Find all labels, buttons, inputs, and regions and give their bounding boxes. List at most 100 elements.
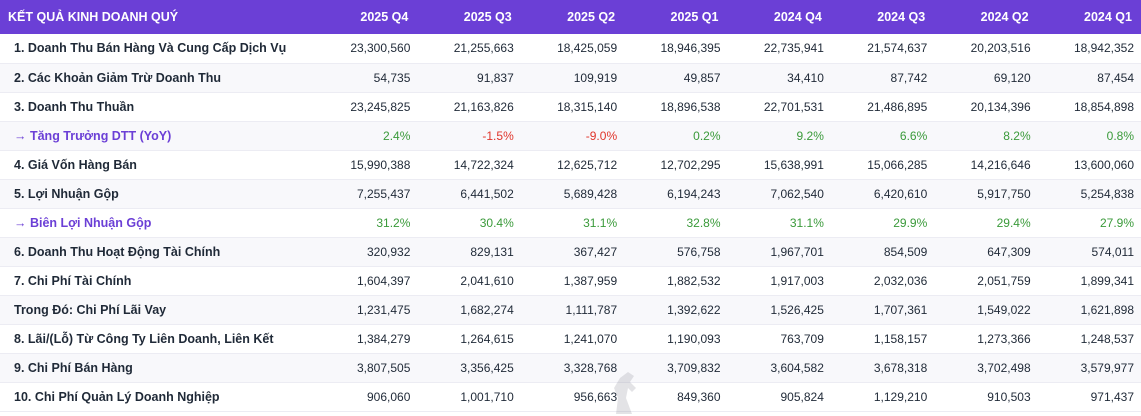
value-cell: 18,854,898 — [1073, 99, 1134, 114]
period-header[interactable]: 2025 Q2 — [567, 10, 616, 24]
value-cell: 1,190,093 — [667, 331, 721, 346]
value-cell: 14,722,324 — [453, 157, 514, 172]
value-cell: 1,111,787 — [565, 302, 618, 317]
value-cell: 320,932 — [366, 244, 411, 259]
value-cell: 18,946,395 — [660, 41, 721, 56]
table-row[interactable]: 1. Doanh Thu Bán Hàng Và Cung Cấp Dịch V… — [0, 34, 1141, 63]
value-cell: 849,360 — [677, 389, 721, 404]
value-cell: 23,300,560 — [350, 41, 411, 56]
value-cell: 1,241,070 — [563, 331, 618, 346]
value-cell: 6,194,243 — [667, 186, 721, 201]
value-cell: 22,735,941 — [763, 41, 824, 56]
horse-logo-icon — [614, 372, 636, 414]
value-cell: 15,066,285 — [867, 157, 928, 172]
period-header[interactable]: 2025 Q1 — [670, 10, 719, 24]
value-cell: 1,387,959 — [563, 273, 618, 288]
value-cell: 2,032,036 — [873, 273, 928, 288]
row-label: Trong Đó: Chi Phí Lãi Vay — [14, 302, 167, 317]
value-cell: 5,254,838 — [1080, 186, 1134, 201]
ratio-row[interactable]: → Biên Lợi Nhuận Gộp 31.2% 30.4% 31.1% 32.8%… — [0, 208, 1141, 237]
value-cell: 2,051,759 — [977, 273, 1031, 288]
value-cell: 906,060 — [366, 389, 411, 404]
ratio-row[interactable]: → Tăng Trưởng DTT (YoY) 2.4% -1.5% -9.0% 0.2… — [0, 121, 1141, 150]
header-row: KẾT QUẢ KINH DOANH QUÝ 2025 Q4 2025 Q3 2… — [0, 0, 1141, 34]
period-header[interactable]: 2024 Q3 — [877, 10, 926, 24]
value-cell: 7,062,540 — [770, 186, 824, 201]
table-row[interactable]: 8. Lãi/(Lỗ) Từ Công Ty Liên Doanh, Liên … — [0, 324, 1141, 353]
value-cell: 54,735 — [373, 70, 411, 85]
value-cell: 13,600,060 — [1073, 157, 1134, 172]
table-row[interactable]: 5. Lợi Nhuận Gộp 7,255,437 6,441,502 5,689,… — [0, 179, 1141, 208]
value-cell: 18,425,059 — [557, 41, 618, 56]
value-cell: 20,203,516 — [970, 41, 1031, 56]
value-cell: 1,621,898 — [1080, 302, 1134, 317]
value-cell: 21,574,637 — [867, 41, 928, 56]
value-cell: 91,837 — [477, 70, 514, 85]
row-label: 9. Chi Phí Bán Hàng — [14, 360, 133, 375]
ratio-cell: 31.2% — [376, 215, 411, 230]
value-cell: 15,638,991 — [763, 157, 824, 172]
value-cell: 1,549,022 — [977, 302, 1031, 317]
value-cell: 1,899,341 — [1080, 273, 1134, 288]
value-cell: 12,625,712 — [557, 157, 618, 172]
value-cell: 15,990,388 — [350, 157, 411, 172]
row-label: → Biên Lợi Nhuận Gộp — [14, 215, 152, 230]
value-cell: 3,807,505 — [356, 360, 411, 375]
value-cell: 1,001,710 — [460, 389, 514, 404]
value-cell: 3,328,768 — [563, 360, 618, 375]
value-cell: 21,486,895 — [867, 99, 928, 114]
ratio-cell: 6.6% — [899, 128, 928, 143]
table-row[interactable]: Trong Đó: Chi Phí Lãi Vay 1,231,475 1,682,… — [0, 295, 1141, 324]
value-cell: 829,131 — [470, 244, 514, 259]
value-cell: 5,917,750 — [977, 186, 1031, 201]
value-cell: 3,604,582 — [770, 360, 824, 375]
table-row[interactable]: 9. Chi Phí Bán Hàng 3,807,505 3,356,425 3,3… — [0, 353, 1141, 382]
value-cell: 1,273,366 — [977, 331, 1031, 346]
row-label: 8. Lãi/(Lỗ) Từ Công Ty Liên Doanh, Liên … — [14, 331, 274, 346]
value-cell: 12,702,295 — [660, 157, 721, 172]
table-row[interactable]: 6. Doanh Thu Hoạt Động Tài Chính 320,932 8… — [0, 237, 1141, 266]
table-row[interactable]: 4. Giá Vốn Hàng Bán 15,990,388 14,722,324 1… — [0, 150, 1141, 179]
value-cell: 18,315,140 — [557, 99, 618, 114]
period-header[interactable]: 2024 Q2 — [980, 10, 1029, 24]
table-row[interactable]: 10. Chi Phí Quản Lý Doanh Nghiệp 906,060 1… — [0, 382, 1141, 411]
row-label: 10. Chi Phí Quản Lý Doanh Nghiệp — [14, 389, 220, 404]
period-header[interactable]: 2024 Q4 — [773, 10, 822, 24]
table-row[interactable]: 2. Các Khoản Giảm Trừ Doanh Thu 54,735 91,… — [0, 63, 1141, 92]
period-header[interactable]: 2024 Q1 — [1084, 10, 1132, 24]
row-label: 7. Chi Phí Tài Chính — [14, 273, 132, 288]
ratio-cell: 9.2% — [796, 128, 824, 143]
row-label: 4. Giá Vốn Hàng Bán — [14, 157, 137, 172]
table-row[interactable]: 3. Doanh Thu Thuần 23,245,825 21,163,826 18… — [0, 92, 1141, 121]
ratio-cell: 0.2% — [693, 128, 721, 143]
value-cell: 1,707,361 — [873, 302, 928, 317]
value-cell: 20,134,396 — [970, 99, 1031, 114]
value-cell: 3,356,425 — [460, 360, 514, 375]
value-cell: 1,526,425 — [770, 302, 824, 317]
value-cell: 1,917,003 — [770, 273, 824, 288]
value-cell: 1,392,622 — [667, 302, 721, 317]
value-cell: 1,129,210 — [873, 389, 928, 404]
row-label: 3. Doanh Thu Thuần — [14, 99, 135, 114]
ratio-cell: 8.2% — [1003, 128, 1031, 143]
row-label: 5. Lợi Nhuận Gộp — [14, 186, 119, 201]
value-cell: 3,709,832 — [667, 360, 721, 375]
period-header[interactable]: 2025 Q3 — [463, 10, 512, 24]
value-cell: 647,309 — [987, 244, 1031, 259]
value-cell: 1,384,279 — [356, 331, 411, 346]
table-row[interactable]: 7. Chi Phí Tài Chính 1,604,397 2,041,610 1,… — [0, 266, 1141, 295]
value-cell: 574,011 — [1091, 244, 1135, 259]
ratio-cell: 2.4% — [383, 128, 411, 143]
value-cell: 22,701,531 — [763, 99, 824, 114]
value-cell: 18,896,538 — [660, 99, 721, 114]
value-cell: 69,120 — [993, 70, 1031, 85]
value-cell: 3,678,318 — [873, 360, 928, 375]
row-label: 1. Doanh Thu Bán Hàng Và Cung Cấp Dịch V… — [14, 41, 287, 56]
value-cell: 1,967,701 — [770, 244, 824, 259]
value-cell: 6,420,610 — [873, 186, 928, 201]
row-label: 2. Các Khoản Giảm Trừ Doanh Thu — [14, 70, 221, 85]
value-cell: 910,503 — [987, 389, 1031, 404]
period-header[interactable]: 2025 Q4 — [360, 10, 409, 24]
row-label: 6. Doanh Thu Hoạt Động Tài Chính — [14, 244, 221, 259]
value-cell: 1,158,157 — [873, 331, 928, 346]
